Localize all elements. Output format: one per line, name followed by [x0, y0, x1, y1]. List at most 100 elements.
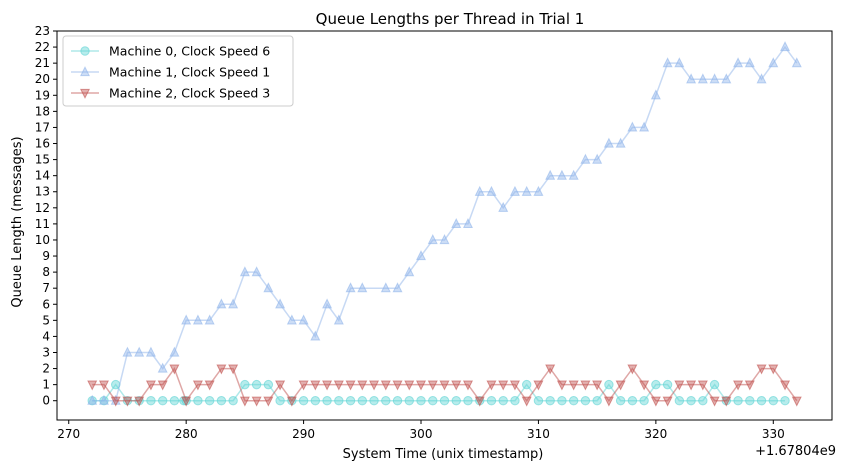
- data-point: [169, 346, 180, 357]
- data-point: [462, 380, 473, 391]
- x-tick-label: 280: [175, 427, 198, 441]
- data-point: [545, 364, 556, 375]
- data-point: [521, 185, 532, 196]
- series-line: [92, 383, 785, 402]
- data-point: [697, 380, 708, 391]
- data-point: [568, 396, 579, 406]
- y-tick-label: 1: [42, 378, 50, 392]
- data-point: [733, 396, 743, 406]
- y-tick-label: 2: [42, 362, 50, 376]
- data-point: [98, 394, 109, 405]
- data-point: [768, 364, 779, 375]
- data-point: [709, 73, 720, 84]
- data-point: [263, 379, 274, 390]
- data-point: [228, 298, 239, 309]
- data-point: [193, 396, 203, 406]
- data-point: [122, 346, 133, 357]
- data-point: [744, 380, 755, 391]
- y-tick-label: 9: [42, 249, 50, 263]
- data-point: [357, 380, 368, 391]
- data-point: [568, 169, 579, 180]
- data-point: [650, 89, 661, 100]
- data-point: [298, 396, 309, 406]
- y-tick-label: 16: [35, 137, 50, 151]
- data-point: [298, 314, 309, 325]
- data-point: [404, 396, 414, 406]
- series-0: [87, 379, 790, 406]
- data-point: [416, 396, 426, 406]
- x-tick-label: 300: [410, 427, 433, 441]
- data-point: [345, 380, 356, 391]
- data-point: [439, 396, 450, 406]
- data-point: [768, 57, 779, 68]
- data-point: [509, 380, 520, 391]
- x-tick-label: 270: [57, 427, 80, 441]
- data-point: [122, 396, 133, 407]
- data-point: [462, 217, 473, 228]
- data-point: [650, 396, 661, 407]
- data-point: [322, 298, 333, 309]
- data-point: [169, 364, 180, 375]
- data-point: [239, 266, 250, 277]
- data-point: [580, 380, 591, 391]
- data-point: [263, 282, 274, 293]
- data-point: [345, 396, 356, 406]
- data-point: [392, 282, 403, 293]
- y-tick-label: 12: [35, 201, 50, 215]
- data-point: [533, 380, 544, 391]
- legend-label: Machine 0, Clock Speed 6: [109, 44, 270, 59]
- data-point: [662, 396, 673, 407]
- data-point: [615, 396, 626, 406]
- data-point: [181, 396, 192, 407]
- data-point: [216, 364, 227, 375]
- data-point: [204, 396, 215, 406]
- y-tick-label: 0: [42, 394, 50, 408]
- data-point: [286, 396, 297, 407]
- data-point: [674, 396, 685, 406]
- y-tick-label: 5: [42, 313, 50, 327]
- data-point: [310, 380, 321, 391]
- data-point: [392, 396, 403, 406]
- data-point: [369, 396, 379, 406]
- data-point: [463, 396, 473, 406]
- y-tick-label: 21: [35, 56, 50, 70]
- data-point: [498, 201, 509, 212]
- y-tick-label: 8: [42, 265, 50, 279]
- data-point: [627, 396, 638, 406]
- data-point: [545, 169, 556, 180]
- y-tick-label: 7: [42, 281, 50, 295]
- data-point: [392, 380, 403, 391]
- data-point: [486, 185, 497, 196]
- legend-marker: [79, 88, 91, 99]
- y-tick-label: 13: [35, 185, 50, 199]
- data-point: [310, 330, 321, 341]
- data-point: [275, 298, 286, 309]
- legend-label: Machine 1, Clock Speed 1: [109, 65, 270, 80]
- data-point: [486, 396, 497, 406]
- data-point: [791, 396, 802, 407]
- y-tick-label: 6: [42, 297, 50, 311]
- data-point: [286, 314, 297, 325]
- data-point: [251, 396, 262, 407]
- y-tick-label: 17: [35, 120, 50, 134]
- data-point: [322, 380, 333, 391]
- x-tick-label: 320: [644, 427, 667, 441]
- data-point: [686, 380, 697, 391]
- data-point: [145, 380, 156, 391]
- data-point: [310, 396, 321, 406]
- data-point: [298, 380, 309, 391]
- data-point: [733, 380, 744, 391]
- data-point: [791, 57, 802, 68]
- series-1: [87, 41, 802, 405]
- series-layer: [87, 41, 802, 407]
- data-point: [157, 396, 168, 406]
- data-point: [204, 314, 215, 325]
- x-axis-label: System Time (unix timestamp): [343, 447, 544, 462]
- data-point: [662, 379, 673, 390]
- data-point: [157, 380, 168, 391]
- data-point: [733, 57, 744, 68]
- data-point: [334, 396, 344, 406]
- data-point: [509, 185, 520, 196]
- data-point: [756, 73, 767, 84]
- data-point: [381, 396, 391, 406]
